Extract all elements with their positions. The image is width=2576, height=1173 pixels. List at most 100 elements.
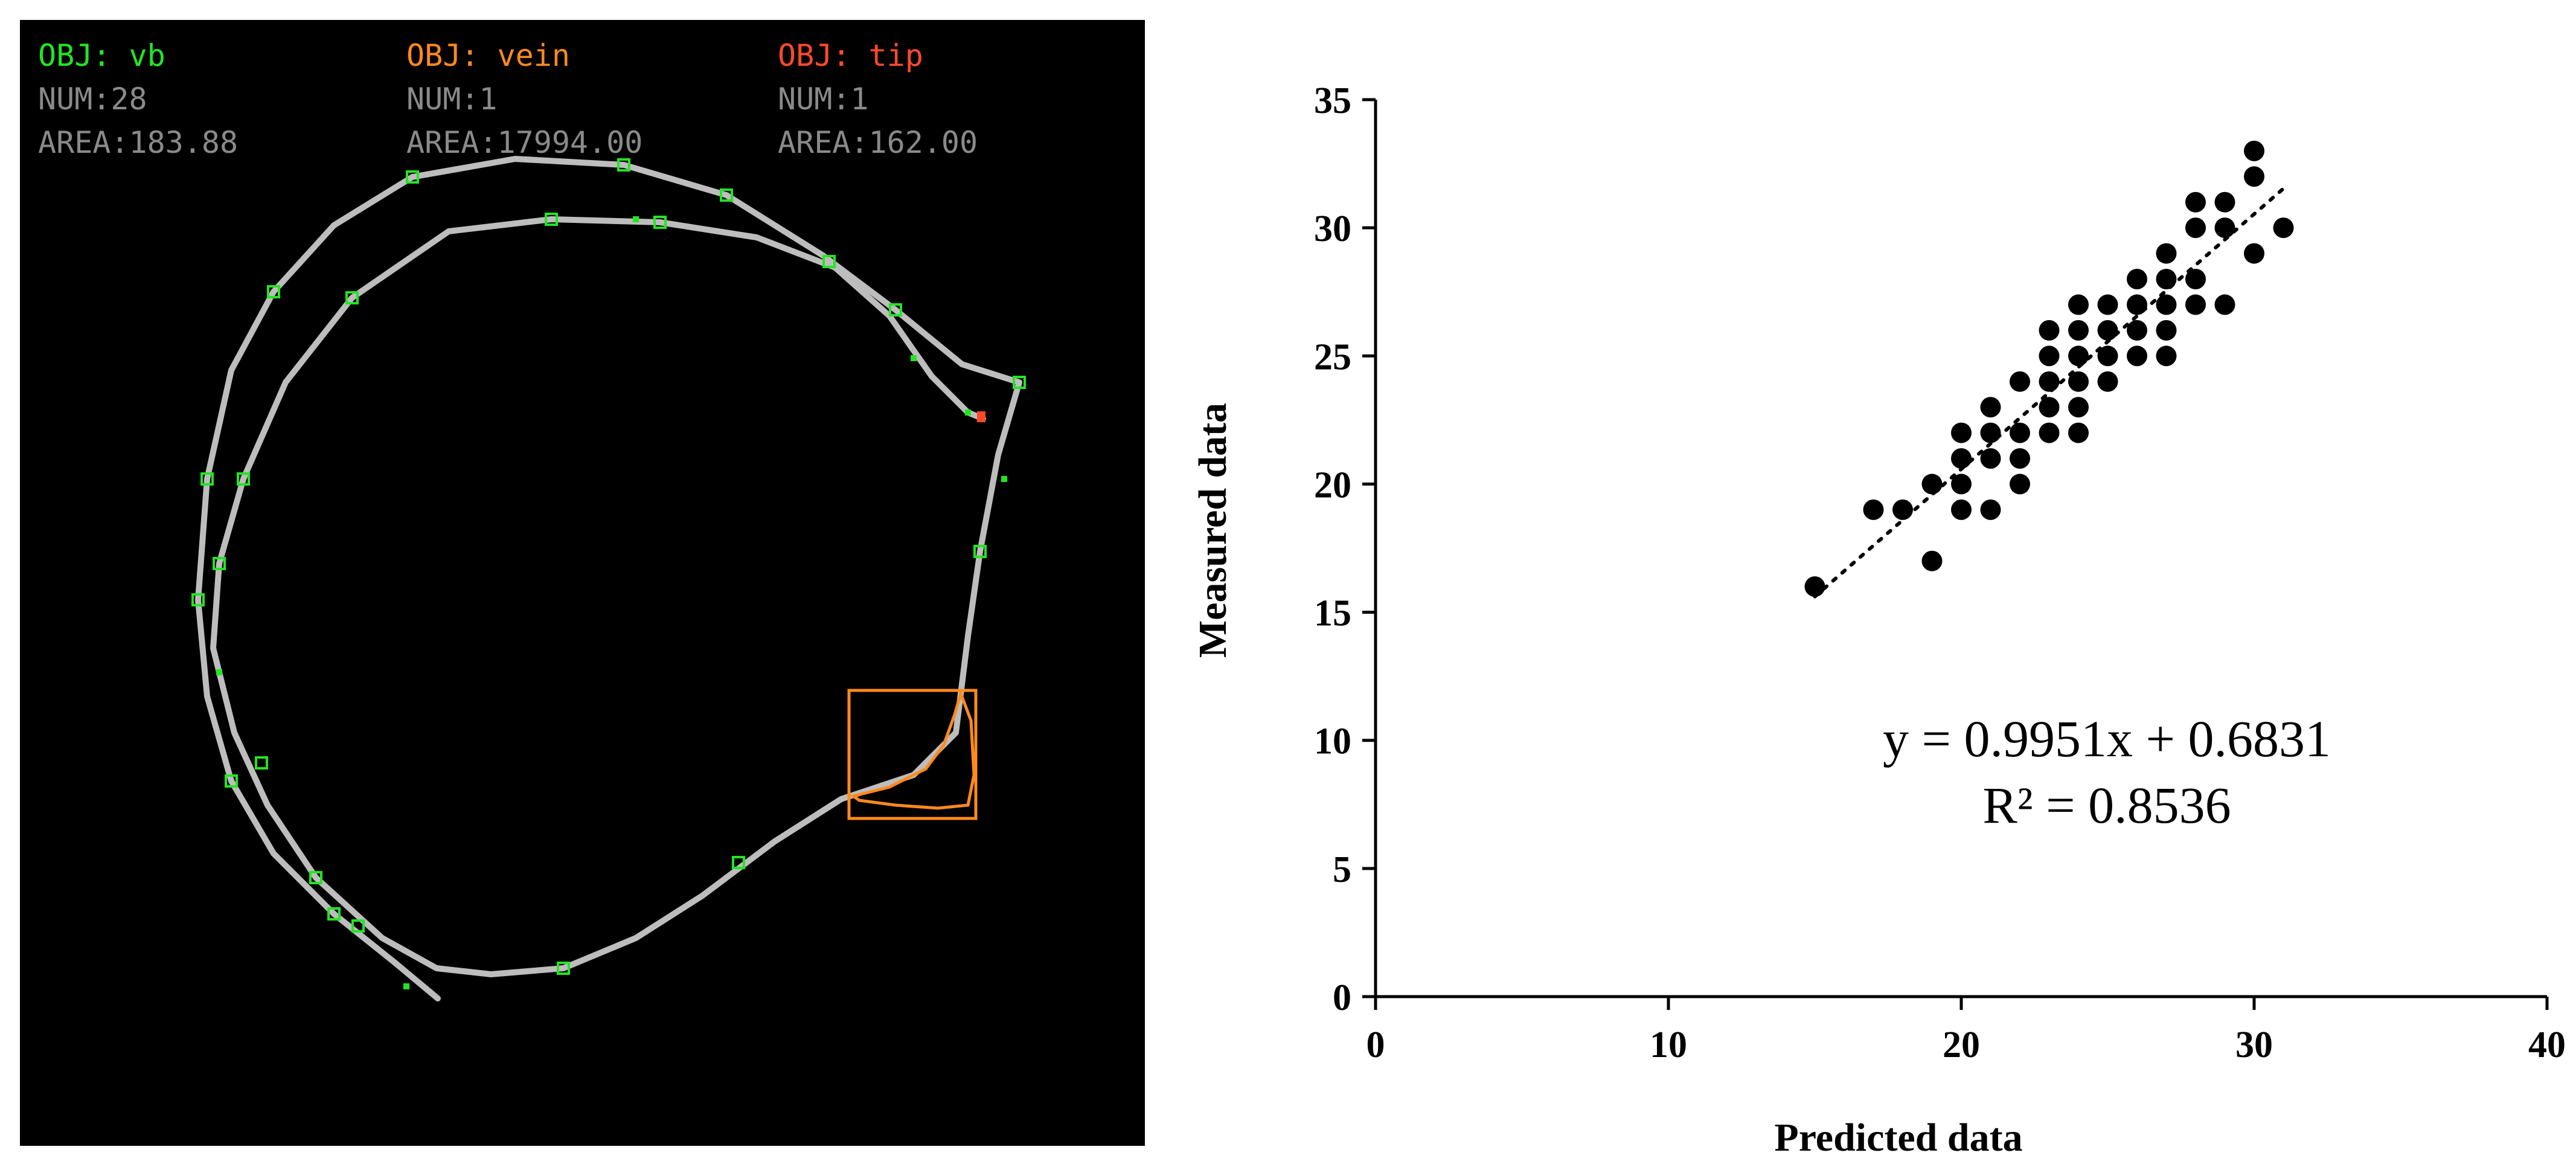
- y-tick-label: 0: [1333, 977, 1351, 1018]
- data-point: [2039, 397, 2060, 418]
- y-tick-label: 30: [1314, 208, 1351, 249]
- vb-marker: [327, 907, 341, 921]
- data-point: [2156, 243, 2177, 264]
- y-tick-label: 25: [1314, 336, 1351, 378]
- y-tick-label: 20: [1314, 464, 1351, 506]
- y-tick-label: 15: [1314, 593, 1351, 634]
- data-point: [1951, 448, 1972, 469]
- vb-marker: [822, 255, 836, 268]
- data-point: [2039, 422, 2060, 443]
- data-point: [2010, 448, 2030, 469]
- data-point: [2185, 191, 2206, 213]
- obj-vein-area: AREA:17994.00: [406, 125, 643, 160]
- data-point: [1804, 576, 1825, 597]
- vein-outer-contour: [195, 156, 1022, 1001]
- vb-dot-marker: [1001, 476, 1007, 482]
- vb-marker: [889, 303, 902, 317]
- data-point: [1951, 422, 1972, 443]
- x-tick-label: 40: [2528, 1024, 2566, 1065]
- x-tick-label: 30: [2235, 1024, 2273, 1065]
- data-point: [2156, 269, 2177, 289]
- vb-marker: [255, 756, 268, 770]
- x-tick-label: 10: [1650, 1024, 1687, 1065]
- data-point: [1951, 474, 1972, 495]
- scatter-chart-panel: 0 5 10 15 20 25 30 35 0 10 20 30 40 Predicted data M…: [1147, 0, 2576, 1173]
- data-point: [1921, 474, 1943, 495]
- data-point: [2185, 269, 2206, 289]
- data-point: [2097, 371, 2118, 392]
- data-point: [1863, 499, 1884, 520]
- data-point: [2068, 345, 2089, 367]
- vb-marker: [653, 216, 667, 229]
- data-point: [2068, 294, 2089, 315]
- data-point: [2068, 397, 2089, 418]
- vein-outline: [850, 689, 976, 810]
- vb-marker: [1013, 376, 1026, 389]
- data-point: [2214, 191, 2235, 213]
- data-point: [2097, 294, 2118, 315]
- x-axis-label: Predicted data: [1774, 1116, 2022, 1160]
- vb-marker: [225, 774, 238, 788]
- data-point: [1980, 422, 2001, 443]
- vb-marker: [267, 285, 280, 298]
- data-point: [2039, 345, 2060, 367]
- data-point: [2039, 320, 2060, 341]
- data-point: [2068, 371, 2089, 392]
- data-point: [2185, 217, 2206, 239]
- vb-dot-marker: [965, 410, 971, 416]
- data-point: [2156, 320, 2177, 341]
- data-point: [2127, 269, 2147, 289]
- data-point: [2127, 320, 2147, 341]
- vb-dot-marker: [911, 355, 917, 361]
- data-point: [2214, 294, 2235, 315]
- obj-vb-area: AREA:183.88: [38, 125, 239, 160]
- y-tick-label: 5: [1333, 849, 1351, 890]
- y-tick-label: 35: [1314, 80, 1351, 121]
- data-point: [2068, 320, 2089, 341]
- data-point: [1980, 448, 2001, 469]
- data-point: [2010, 371, 2030, 392]
- vb-marker: [406, 170, 419, 184]
- vein-segmentation-image: [191, 156, 1026, 1001]
- data-points: [1804, 140, 2294, 597]
- tip-marker: [977, 411, 985, 422]
- data-point: [1980, 499, 2001, 520]
- vein-inner-contour: [210, 216, 986, 977]
- data-point: [2068, 422, 2089, 443]
- data-point: [2097, 320, 2118, 341]
- vb-marker: [557, 962, 570, 975]
- data-point: [2244, 166, 2264, 187]
- data-point: [2127, 294, 2147, 315]
- vb-marker: [545, 213, 558, 226]
- data-point: [1892, 499, 1913, 520]
- data-point: [2214, 217, 2235, 239]
- trendline-group: [1813, 187, 2286, 599]
- vb-marker: [617, 158, 630, 172]
- data-point: [2273, 217, 2294, 239]
- vb-dot-marker: [216, 669, 222, 675]
- obj-tip-label: OBJ: tip: [778, 38, 923, 73]
- data-point: [2244, 243, 2264, 264]
- data-point: [2156, 294, 2177, 315]
- vb-marker: [720, 188, 733, 202]
- r-squared-label: R² = 0.8536: [1982, 776, 2231, 834]
- data-point: [2010, 474, 2030, 495]
- vb-marker: [191, 593, 205, 606]
- obj-vb-label: OBJ: vb: [38, 38, 165, 73]
- vb-marker: [309, 871, 322, 884]
- data-point: [2010, 422, 2030, 443]
- x-tick-label: 20: [1943, 1024, 1980, 1065]
- obj-tip-area: AREA:162.00: [778, 125, 978, 160]
- data-point: [2039, 371, 2060, 392]
- vb-marker: [200, 472, 214, 486]
- vb-markers: [191, 158, 1026, 989]
- y-tick-label: 10: [1314, 721, 1351, 762]
- y-axis-label: Measured data: [1191, 403, 1235, 658]
- data-point: [2244, 140, 2264, 161]
- data-point: [1980, 397, 2001, 418]
- segmentation-image-panel: OBJ: vb NUM:28 AREA:183.88 OBJ: vein NUM…: [20, 20, 1145, 1146]
- vb-marker: [732, 856, 745, 869]
- chart-axes: [1362, 98, 2549, 1010]
- vb-dot-marker: [403, 983, 409, 989]
- obj-vb-num: NUM:28: [38, 82, 147, 117]
